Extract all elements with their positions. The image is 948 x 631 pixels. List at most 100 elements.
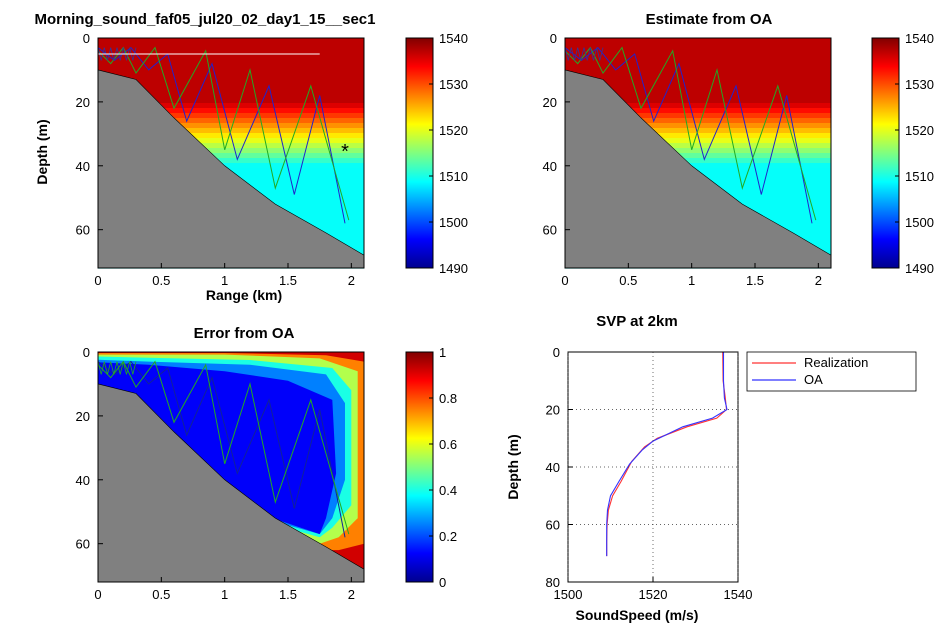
y-tick-label: 20 (76, 409, 90, 424)
field-band (565, 138, 831, 144)
field-band (98, 108, 364, 114)
y-tick-label: 40 (546, 460, 560, 475)
field-band (98, 93, 364, 99)
colorbar-tick-label: 1510 (905, 169, 934, 184)
field-band (565, 108, 831, 114)
field-band (565, 163, 831, 169)
legend-label-oa: OA (804, 372, 823, 387)
field-band (565, 63, 831, 69)
source-ray-fan (97, 361, 137, 375)
panel-title: SVP at 2km (596, 313, 677, 330)
field-band (98, 163, 364, 169)
x-tick-label: 1.5 (279, 587, 297, 602)
ray-path-2 (97, 46, 350, 221)
plot-area (564, 38, 832, 269)
x-tick-label: 1 (221, 273, 228, 288)
colorbar-tick-label: 0.2 (439, 529, 457, 544)
field-band (98, 53, 364, 59)
colorbar-tick-label: 0 (439, 575, 446, 590)
x-tick-label: 1520 (639, 587, 668, 602)
series-line-oa (606, 352, 728, 557)
x-tick-label: 1.5 (279, 273, 297, 288)
colorbar-tick-label: 0.8 (439, 391, 457, 406)
y-tick-label: 40 (76, 159, 90, 174)
colorbar: 1540 1530 1520 1510 1500 1490 (871, 31, 934, 276)
receiver-marker: * (341, 141, 349, 163)
field-band (98, 153, 364, 159)
y-axis-label: Depth (m) (505, 434, 521, 499)
field-band (565, 103, 831, 109)
legend: Realization OA (746, 351, 917, 392)
field-band (98, 138, 364, 144)
x-tick-label: 0.5 (152, 273, 170, 288)
colorbar-tick-label: 1500 (905, 215, 934, 230)
colorbar-tick-label: 1500 (439, 215, 468, 230)
colorbar-tick-label: 1490 (439, 261, 468, 276)
y-tick-label: 60 (76, 537, 90, 552)
panel-title: Estimate from OA (646, 11, 773, 28)
axes-box (97, 351, 365, 583)
colorbar-tick-label: 1530 (905, 77, 934, 92)
field-band (98, 38, 364, 44)
field-band (565, 93, 831, 99)
field-band (98, 158, 364, 164)
plot-area (97, 352, 365, 583)
field-band (565, 148, 831, 154)
field-band (565, 53, 831, 59)
legend-label-realization: Realization (804, 355, 868, 370)
field-band (565, 83, 831, 89)
field-band (98, 83, 364, 89)
x-tick-label: 1 (221, 587, 228, 602)
axes: 1500 1520 1540 0 20 40 60 80 (546, 345, 753, 602)
field-band (565, 143, 831, 149)
x-tick-label: 0 (94, 273, 101, 288)
field-band (565, 38, 831, 44)
field-band (98, 48, 364, 54)
x-tick-label: 0.5 (619, 273, 637, 288)
field-band (98, 68, 364, 74)
plot-area: * (97, 38, 365, 269)
y-tick-label: 20 (543, 95, 557, 110)
x-tick-label: 1.5 (746, 273, 764, 288)
x-tick-label: 2 (348, 273, 355, 288)
field-band (565, 113, 831, 119)
ray-path-2 (97, 360, 350, 535)
field-band (565, 123, 831, 129)
y-tick-label: 80 (546, 575, 560, 590)
x-tick-label: 2 (815, 273, 822, 288)
x-tick-label: 1 (688, 273, 695, 288)
y-tick-label: 0 (83, 345, 90, 360)
field-band (98, 78, 364, 84)
y-tick-label: 40 (543, 159, 557, 174)
field-band (98, 123, 364, 129)
panel-realization: Morning_sound_faf05_jul20_02_day1_15__se… (34, 11, 468, 303)
x-axis-label: SoundSpeed (m/s) (576, 607, 699, 623)
axes-box (564, 37, 832, 269)
field-band (565, 73, 831, 79)
field-band (98, 73, 364, 79)
field-band (98, 118, 364, 124)
field-band (98, 63, 364, 69)
y-tick-label: 0 (553, 345, 560, 360)
legend-box (746, 351, 917, 392)
x-tick-label: 0.5 (152, 587, 170, 602)
colorbar-tick-label: 1540 (439, 31, 468, 46)
colorbar-gradient (405, 351, 434, 583)
colorbar: 1 0.8 0.6 0.4 0.2 0 (405, 345, 457, 590)
x-tick-label: 2 (348, 587, 355, 602)
y-tick-label: 0 (550, 31, 557, 46)
panel-title: Morning_sound_faf05_jul20_02_day1_15__se… (34, 11, 375, 28)
field-band (565, 158, 831, 164)
colorbar-tick-label: 1530 (439, 77, 468, 92)
field-band (98, 103, 364, 109)
field-band (98, 143, 364, 149)
x-axis-label: Range (km) (206, 287, 282, 303)
ray-path-1 (564, 46, 813, 224)
x-tick-label: 1540 (724, 587, 753, 602)
colorbar-tick-label: 0.4 (439, 483, 457, 498)
field-band (98, 98, 364, 104)
